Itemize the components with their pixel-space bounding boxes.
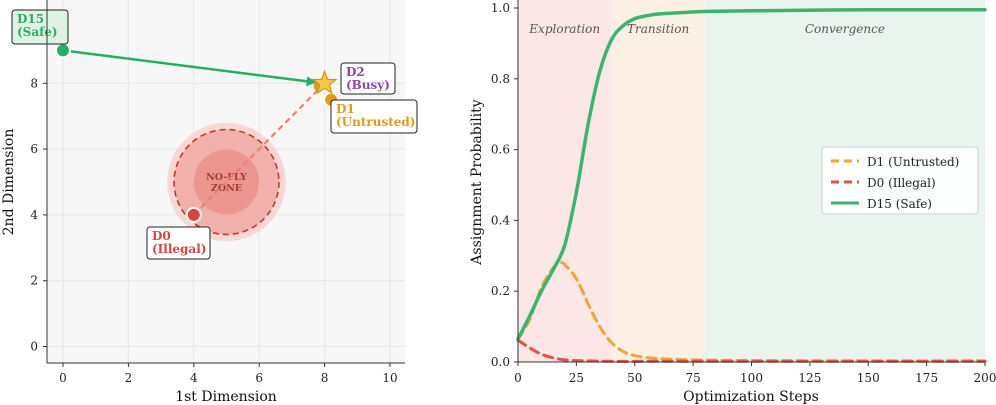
drone-label-text: (Safe)	[17, 25, 58, 39]
drone-label-text: (Untrusted)	[336, 115, 415, 129]
drone-label-text: (Illegal)	[152, 242, 206, 256]
right-x-tick-label: 50	[627, 371, 642, 385]
drone-label-text: (Busy)	[346, 78, 390, 92]
left-x-tick-label: 10	[382, 371, 397, 385]
drone-points: D15(Safe) D2(Busy) D1(Untrusted) D0(Illegal…	[11, 9, 418, 260]
right-x-tick-label: 200	[974, 371, 996, 385]
right-ticks: 0 25 50 75 100 125 150 175 200 0.0 0.2 0.4 0.6 0.8 1.0	[491, 1, 996, 385]
target-star-icon	[311, 69, 338, 95]
right-y-tick-label: 0.6	[491, 143, 510, 157]
safe-path-arrow	[62, 49, 317, 87]
right-y-tick-label: 0.2	[491, 284, 510, 298]
right-y-tick-label: 0.4	[491, 213, 510, 227]
probability-series	[516, 7, 987, 363]
series-line-d15	[516, 7, 987, 341]
right-y-tick-label: 1.0	[491, 1, 510, 15]
drone-label-text: D15	[17, 12, 44, 26]
phase-region-label: Transition	[627, 22, 689, 36]
left-ticks: 0 2 4 6 8 10 0 2 4 6 8	[30, 76, 397, 385]
left-y-axis-label: 2nd Dimension	[1, 129, 17, 236]
no-fly-zone-label: ZONE	[211, 183, 242, 194]
drone-label-text: D1	[336, 102, 355, 116]
drone-point-d0	[185, 206, 202, 223]
drone-point-d15	[55, 42, 71, 59]
right-x-axis-label: Optimization Steps	[683, 389, 819, 405]
legend-box	[821, 146, 979, 215]
right-y-tick-label: 0.8	[491, 72, 510, 86]
right-y-axis-label: Assignment Probability	[469, 99, 485, 265]
left-x-axis-label: 1st Dimension	[175, 389, 277, 405]
phase-region-transition	[611, 0, 705, 362]
series-line-d0	[516, 338, 987, 363]
left-y-tick-label: 4	[30, 208, 38, 222]
left-y-tick-label: 8	[30, 76, 38, 90]
left-y-tick-label: 2	[30, 274, 38, 288]
right-x-tick-label: 125	[798, 371, 821, 385]
left-x-tick-label: 6	[255, 371, 263, 385]
right-x-tick-label: 25	[569, 371, 584, 385]
right-x-tick-label: 0	[514, 371, 522, 385]
phase-region-label: Convergence	[805, 22, 885, 36]
right-y-tick-label: 0.0	[491, 355, 510, 369]
left-x-tick-label: 2	[125, 371, 133, 385]
drone-label-text: D0	[152, 229, 171, 243]
phase-region-label: Exploration	[528, 22, 600, 36]
legend-label: D0 (Illegal)	[867, 176, 936, 190]
phase-region-exploration	[518, 0, 612, 362]
no-fly-zone-border	[173, 128, 280, 236]
left-x-tick-label: 4	[190, 371, 198, 385]
drone-label-text: D2	[346, 65, 365, 79]
left-y-tick-label: 0	[30, 340, 38, 354]
legend-label: D1 (Untrusted)	[867, 155, 959, 169]
drone-label-box	[146, 226, 211, 260]
right-x-tick-label: 100	[740, 371, 763, 385]
trajectory-arrows	[62, 49, 322, 216]
right-x-tick-label: 75	[685, 371, 700, 385]
left-x-tick-label: 8	[321, 371, 329, 385]
legend-label: D15 (Safe)	[867, 197, 932, 211]
drone-label-box	[330, 99, 418, 134]
left-y-tick-label: 6	[30, 142, 38, 156]
right-panel: Exploration Transition Convergence 0 25 50 75…	[469, 0, 996, 405]
right-x-tick-label: 175	[915, 371, 938, 385]
drone-label-box	[340, 62, 396, 95]
legend: D1 (Untrusted) D0 (Illegal) D15 (Safe)	[821, 146, 979, 215]
right-x-tick-label: 150	[857, 371, 880, 385]
no-fly-zone-label: NO-FLY	[206, 172, 247, 183]
left-x-tick-label: 0	[59, 371, 67, 385]
drone-label-box	[11, 9, 69, 45]
